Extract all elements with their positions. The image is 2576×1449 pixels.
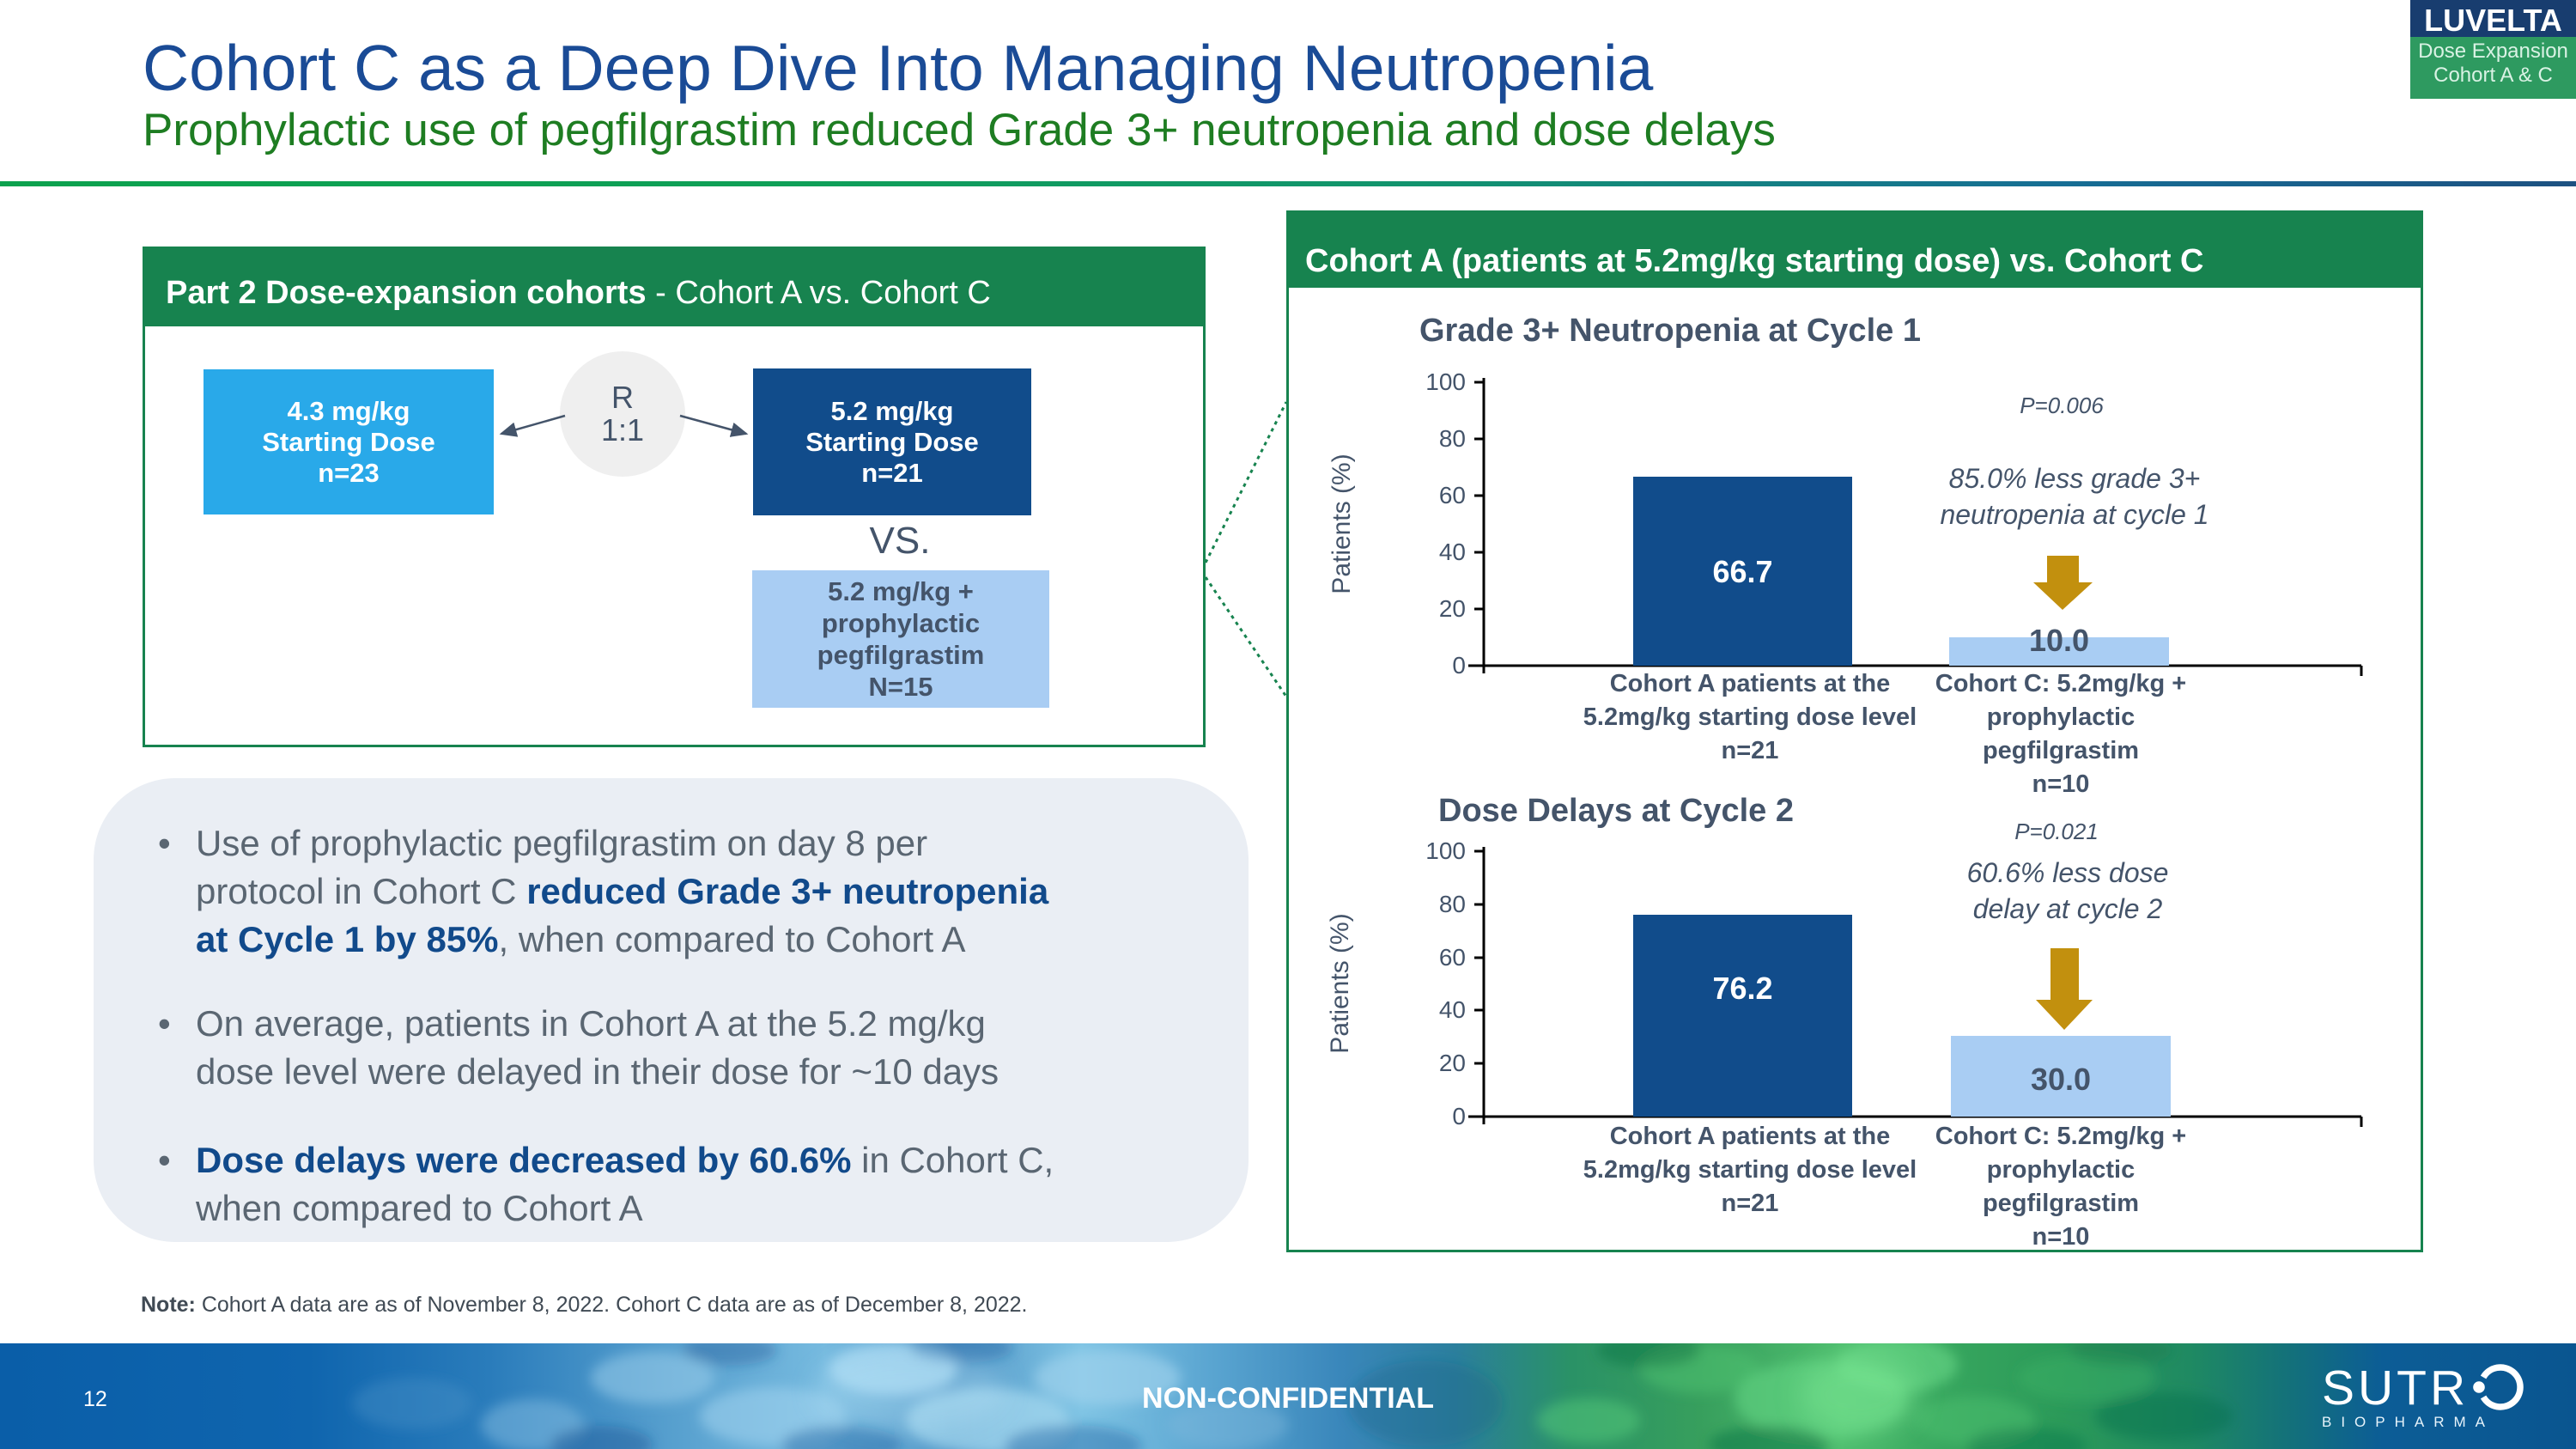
svg-text:BIOPHARMA: BIOPHARMA bbox=[2322, 1414, 2494, 1430]
svg-text:SUTR: SUTR bbox=[2322, 1361, 2469, 1416]
